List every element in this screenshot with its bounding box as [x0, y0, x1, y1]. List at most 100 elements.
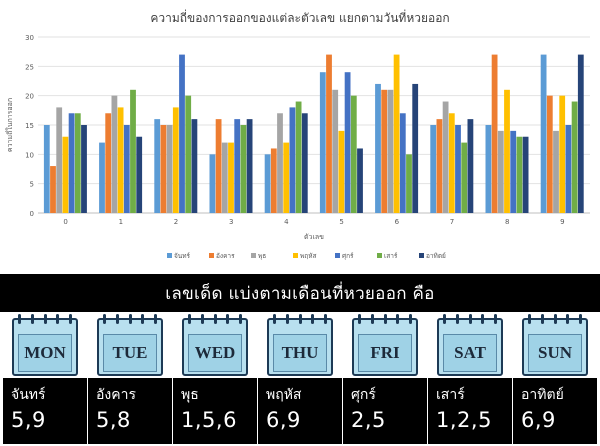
- x-tick-label: 8: [505, 218, 509, 226]
- bar-6-3: [393, 54, 400, 213]
- bar-0-3: [62, 136, 69, 213]
- bar-0-6: [81, 125, 87, 213]
- frequency-bar-chart: ความถี่ของการออกของแต่ละตัวเลข แยกตามวัน…: [5, 9, 590, 260]
- calendar-icon: FRI: [352, 314, 418, 376]
- bar-2-2: [166, 125, 173, 213]
- bar-9-6: [577, 54, 584, 213]
- bar-4-2: [277, 113, 283, 213]
- y-tick-label: 25: [25, 63, 34, 71]
- bar-8-5: [516, 136, 523, 213]
- bar-8-1: [491, 54, 498, 213]
- bar-2-5: [185, 95, 192, 213]
- bar-4-1: [270, 148, 277, 213]
- bar-0-4: [68, 113, 75, 213]
- bar-9-3: [559, 95, 566, 213]
- bar-9-1: [546, 95, 553, 213]
- bar-0-0: [43, 125, 50, 213]
- bar-8-0: [485, 125, 492, 213]
- x-tick-label: 7: [450, 218, 454, 226]
- bar-3-6: [246, 119, 253, 213]
- legend-label-0: จันทร์: [174, 252, 191, 260]
- bar-3-0: [209, 154, 216, 213]
- day-info-box: ศุกร์ 2,5: [343, 378, 427, 444]
- bar-8-3: [504, 89, 510, 213]
- bar-6-4: [399, 113, 406, 213]
- day-card-tue: TUE อังคาร 5,8: [88, 312, 174, 446]
- chart-area: ความถี่ของการออกของแต่ละตัวเลข แยกตามวัน…: [5, 9, 590, 260]
- lucky-numbers: 5,9: [11, 408, 46, 432]
- bar-1-0: [99, 142, 105, 213]
- day-card-sun: SUN อาทิตย์ 6,9: [513, 312, 599, 446]
- bar-4-3: [283, 142, 290, 213]
- y-tick-label: 20: [25, 93, 34, 101]
- calendar-icon: MON: [12, 314, 78, 376]
- day-info-box: จันทร์ 5,9: [3, 378, 87, 444]
- day-card-thu: THU พฤหัส 6,9: [258, 312, 344, 446]
- legend-swatch-3: [293, 253, 298, 258]
- legend-label-6: อาทิตย์: [426, 252, 446, 260]
- y-tick-label: 0: [30, 210, 34, 218]
- x-tick-label: 2: [174, 218, 178, 226]
- legend-swatch-5: [377, 253, 382, 258]
- bar-0-2: [56, 107, 63, 213]
- day-abbrev: TUE: [103, 334, 157, 372]
- day-abbrev: THU: [273, 334, 327, 372]
- bar-0-1: [50, 166, 56, 213]
- y-tick-label: 15: [25, 122, 34, 130]
- bar-5-0: [319, 72, 326, 213]
- legend-label-4: ศุกร์: [342, 252, 354, 260]
- bar-1-3: [117, 107, 124, 213]
- bar-5-2: [332, 89, 339, 213]
- bar-5-6: [357, 148, 363, 213]
- lucky-numbers: 5,8: [96, 408, 131, 432]
- calendar-icon: THU: [267, 314, 333, 376]
- x-tick-label: 1: [119, 218, 123, 226]
- lucky-numbers: 1,2,5: [436, 408, 492, 432]
- bar-2-4: [179, 54, 185, 213]
- x-tick-label: 0: [63, 218, 67, 226]
- bar-1-1: [105, 113, 112, 213]
- y-tick-label: 5: [30, 181, 34, 189]
- bar-1-4: [123, 125, 130, 213]
- bar-5-1: [326, 54, 332, 213]
- legend-swatch-2: [251, 253, 256, 258]
- bar-6-0: [375, 83, 381, 213]
- day-abbrev: SUN: [528, 334, 582, 372]
- day-name-thai: ศุกร์: [351, 387, 376, 403]
- day-name-thai: จันทร์: [11, 387, 46, 403]
- day-name-thai: อาทิตย์: [521, 387, 564, 403]
- bar-4-4: [289, 107, 296, 213]
- bar-6-5: [406, 154, 412, 213]
- legend-swatch-0: [167, 253, 172, 258]
- calendar-icon: SUN: [522, 314, 588, 376]
- y-tick-label: 10: [25, 151, 34, 159]
- x-tick-label: 6: [395, 218, 400, 226]
- x-tick-label: 4: [284, 218, 289, 226]
- bar-3-2: [221, 142, 228, 213]
- bar-7-1: [436, 119, 443, 213]
- legend-swatch-4: [335, 253, 340, 258]
- day-info-box: เสาร์ 1,2,5: [428, 378, 512, 444]
- bar-3-4: [234, 119, 241, 213]
- x-tick-label: 3: [229, 218, 233, 226]
- bar-5-4: [344, 72, 351, 213]
- banner-text: เลขเด็ด แบ่งตามเดือนที่หวยออก คือ: [165, 283, 435, 304]
- bar-8-6: [522, 136, 529, 213]
- day-info-box: อาทิตย์ 6,9: [513, 378, 597, 444]
- day-card-mon: MON จันทร์ 5,9: [3, 312, 89, 446]
- bar-7-5: [461, 142, 468, 213]
- day-name-thai: พฤหัส: [266, 387, 302, 403]
- bar-9-2: [553, 130, 559, 213]
- y-axis-label: ความถี่ในการออก: [5, 98, 14, 152]
- x-tick-label: 5: [339, 218, 343, 226]
- day-name-thai: เสาร์: [436, 387, 465, 403]
- lucky-numbers: 2,5: [351, 408, 386, 432]
- bar-7-2: [442, 101, 449, 213]
- day-abbrev: WED: [188, 334, 242, 372]
- lucky-numbers: 6,9: [266, 408, 301, 432]
- bar-8-2: [497, 130, 504, 213]
- bar-3-5: [240, 125, 247, 213]
- bar-0-5: [74, 113, 81, 213]
- x-tick-label: 9: [560, 218, 564, 226]
- chart-title: ความถี่ของการออกของแต่ละตัวเลข แยกตามวัน…: [150, 9, 449, 25]
